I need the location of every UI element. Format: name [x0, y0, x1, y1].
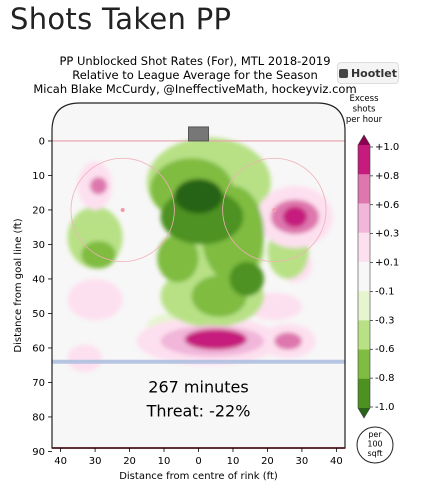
heat-blob	[67, 344, 102, 373]
colorbar-label: +0.3	[375, 229, 399, 240]
logo-text: Hootlet	[350, 66, 398, 80]
colorbar-label: +0.8	[375, 171, 399, 182]
heat-blob	[89, 177, 108, 195]
heat-blob	[229, 261, 264, 297]
y-tick-label: 50	[32, 309, 45, 320]
colorbar-label: -0.6	[375, 344, 395, 355]
heat-blob	[81, 241, 116, 269]
chart-credit: Micah Blake McCurdy, @IneffectiveMath, h…	[33, 82, 357, 96]
y-tick-label: 30	[32, 240, 45, 251]
colorbar-arrow-bottom	[358, 408, 370, 418]
heat-blob	[274, 332, 302, 350]
colorbar-segment	[358, 203, 370, 234]
unit-badge-text: per	[368, 430, 382, 439]
colorbar-label: -0.8	[375, 373, 395, 384]
colorbar-label: +0.6	[375, 200, 399, 211]
colorbar-arrow-top	[358, 135, 370, 145]
hootlet-logo: Hootlet	[337, 62, 399, 84]
colorbar-label: -0.1	[375, 286, 395, 297]
colorbar-title: Excess	[349, 94, 379, 104]
colorbar-segment	[358, 232, 370, 263]
chart-axes: 40 30 20 10 0 10 20 30 40 0 10 20 30 40 50 60 70 80 90 Dist…	[13, 136, 343, 482]
unit-badge-text: 100	[367, 440, 382, 449]
heat-blobs	[67, 137, 333, 373]
y-tick-label: 70	[32, 378, 45, 389]
y-tick-label: 80	[32, 412, 45, 423]
y-tick-label: 20	[32, 205, 45, 216]
colorbar-segment	[358, 320, 370, 351]
x-tick-label: 30	[296, 456, 309, 467]
colorbar-label: +1.0	[375, 142, 399, 153]
x-tick-label: 40	[54, 456, 67, 467]
colorbar-label: -0.3	[375, 315, 395, 326]
y-tick-label: 10	[32, 171, 45, 182]
colorbar-segment	[358, 145, 370, 175]
colorbar-label: +0.1	[375, 258, 399, 269]
heat-blob	[67, 278, 123, 321]
colorbar-segment	[358, 174, 370, 204]
colorbar-label: -1.0	[375, 402, 395, 413]
heat-blob	[282, 206, 308, 228]
chart-subtitle: Relative to League Average for the Seaso…	[72, 68, 318, 82]
faceoff-dot-left	[120, 207, 125, 212]
colorbar-outline	[357, 134, 371, 419]
goal-net	[188, 126, 209, 142]
x-tick-label: 20	[123, 456, 136, 467]
hootlet-icon	[338, 68, 348, 78]
page-title: Shots Taken PP	[10, 2, 232, 36]
faceoff-circle-right	[222, 157, 327, 263]
unit-badge	[356, 426, 394, 464]
colorbar-segment	[358, 378, 370, 409]
rink-markings	[51, 102, 346, 449]
x-axis-label: Distance from centre of rink (ft)	[119, 471, 278, 482]
heat-blob	[174, 178, 223, 214]
x-tick-label: 10	[227, 456, 240, 467]
rink-boards	[51, 102, 346, 449]
colorbar-title: shots	[353, 105, 376, 115]
y-tick-label: 0	[39, 136, 45, 147]
x-tick-label: 40	[330, 456, 343, 467]
x-tick-label: 0	[195, 456, 201, 467]
y-axis-label: Distance from goal line (ft)	[13, 218, 24, 352]
colorbar-segment	[358, 261, 370, 292]
chart-title: PP Unblocked Shot Rates (For), MTL 2018-…	[59, 54, 331, 68]
colorbar-segment	[358, 349, 370, 380]
faceoff-circle-left	[70, 157, 175, 263]
unit-badge-text: sqft	[367, 449, 382, 458]
heat-blob	[157, 234, 199, 283]
faceoff-dot-right	[272, 207, 277, 212]
x-tick-label: 20	[261, 456, 274, 467]
x-tick-label: 10	[158, 456, 171, 467]
x-tick-label: 30	[89, 456, 102, 467]
heat-blob	[184, 328, 247, 350]
colorbar-title: per hour	[346, 115, 383, 125]
colorbar-segment	[358, 291, 370, 321]
y-tick-label: 90	[32, 447, 45, 458]
y-tick-label: 60	[32, 343, 45, 354]
y-tick-label: 40	[32, 274, 45, 285]
minutes-annotation: 267 minutes	[148, 377, 248, 396]
heatmap-layer	[67, 137, 333, 373]
threat-annotation: Threat: -22%	[146, 402, 251, 421]
